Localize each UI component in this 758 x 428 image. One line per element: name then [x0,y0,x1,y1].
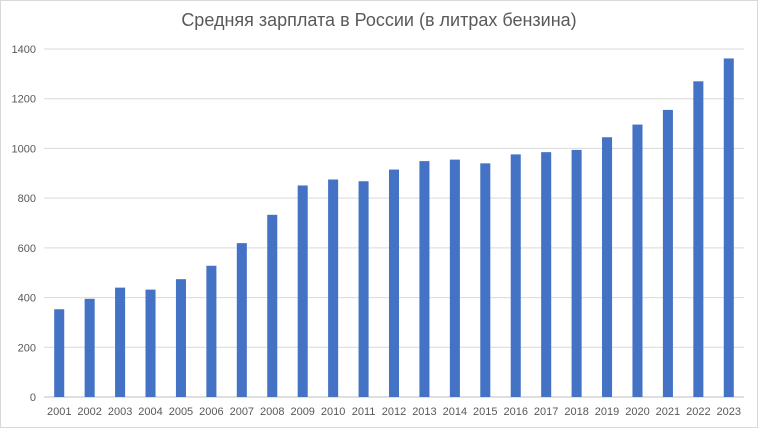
x-tick-label: 2012 [382,406,406,418]
bar-2017 [541,152,552,397]
y-tick-label: 800 [18,193,36,205]
bar-2012 [388,169,400,397]
x-tick-label: 2017 [534,406,558,418]
x-tick-label: 2009 [290,406,314,418]
y-tick-label: 1400 [12,44,36,56]
x-tick-label: 2010 [321,406,345,418]
x-tick-label: 2005 [169,406,193,418]
x-tick-label: 2016 [503,406,527,418]
bar-2021 [662,109,673,398]
x-tick-label: 2006 [199,406,223,418]
x-tick-label: 2007 [230,406,254,418]
bar-2011 [358,181,369,397]
x-tick-label: 2021 [656,406,680,418]
bar-2003 [115,287,126,397]
y-tick-label: 600 [18,243,36,255]
bar-2013 [419,161,430,397]
x-tick-label: 2023 [717,406,741,418]
y-tick-label: 400 [18,293,36,305]
x-tick-label: 2014 [443,406,467,418]
bar-2009 [297,185,308,397]
chart-title: Средняя зарплата в России (в литрах бенз… [181,10,577,30]
bar-2019 [602,137,613,397]
bar-2005 [175,279,186,397]
x-tick-label: 2015 [473,406,497,418]
bar-2008 [267,214,278,397]
y-tick-label: 200 [18,342,36,354]
bar-2004 [145,289,156,397]
bar-2022 [693,81,704,398]
bar-2002 [84,298,95,397]
x-tick-label: 2003 [108,406,132,418]
y-tick-label: 0 [30,392,36,404]
bar-2016 [510,154,521,397]
bar-2020 [632,124,643,398]
y-tick-label: 1200 [12,94,36,106]
bar-2006 [206,265,217,397]
x-tick-label: 2018 [564,406,588,418]
x-tick-label: 2011 [352,406,376,418]
x-tick-label: 2002 [77,406,101,418]
x-tick-label: 2008 [260,406,284,418]
x-tick-label: 2013 [412,406,436,418]
x-tick-label: 2019 [595,406,619,418]
bar-2001 [54,309,65,397]
bar-2010 [328,179,339,397]
x-tick-label: 2004 [138,406,162,418]
x-tick-label: 2001 [47,406,71,418]
bar-2023 [723,58,734,398]
bar-2014 [449,159,460,397]
x-tick-label: 2022 [686,406,710,418]
y-tick-label: 1000 [12,143,36,155]
x-tick-label: 2020 [625,406,649,418]
bar-2007 [236,243,247,397]
bar-2018 [571,149,582,397]
bar-2015 [480,163,491,397]
